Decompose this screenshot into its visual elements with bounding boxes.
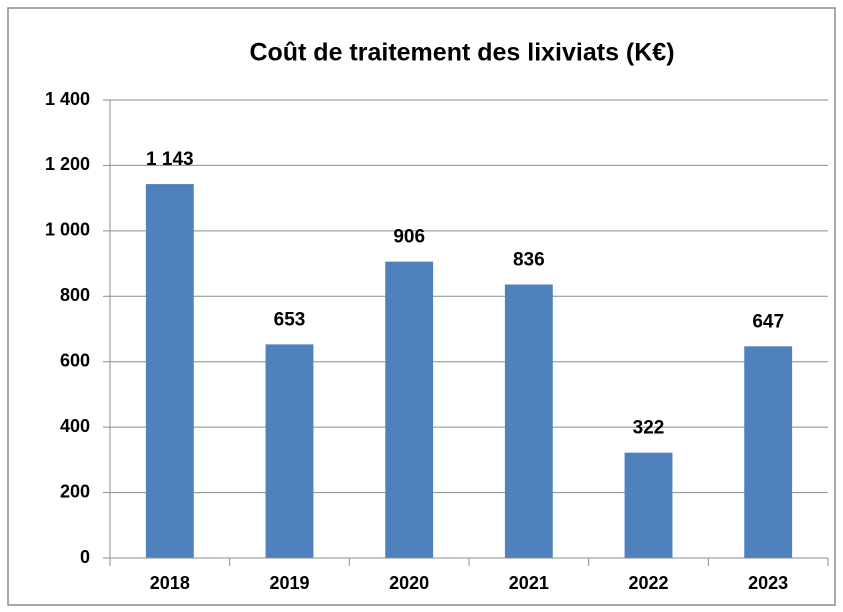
y-tick-label: 0 (80, 547, 90, 567)
x-tick-label: 2019 (269, 573, 309, 593)
chart-title: Coût de traitement des lixiviats (K€) (249, 39, 674, 67)
data-label: 322 (633, 418, 665, 439)
y-tick-label: 800 (60, 285, 90, 305)
data-label: 647 (752, 311, 784, 332)
x-tick-label: 2020 (389, 573, 429, 593)
y-tick-label: 1 200 (45, 154, 90, 174)
y-tick-label: 600 (60, 350, 90, 370)
data-label: 836 (513, 250, 545, 271)
bar (385, 261, 434, 558)
x-tick-label: 2023 (748, 573, 788, 593)
x-tick-label: 2022 (628, 573, 668, 593)
data-label: 906 (393, 227, 425, 248)
y-tick-label: 1 400 (45, 89, 90, 109)
y-tick-label: 1 000 (45, 220, 90, 240)
y-tick-label: 200 (60, 481, 90, 501)
bar (624, 452, 673, 558)
bar (504, 284, 553, 558)
x-tick-label: 2018 (150, 573, 190, 593)
data-label: 653 (274, 309, 306, 330)
x-tick-label: 2021 (509, 573, 549, 593)
bar (145, 184, 194, 558)
bar (265, 344, 314, 558)
bar (744, 346, 793, 558)
data-label: 1 143 (146, 149, 194, 170)
y-tick-label: 400 (60, 416, 90, 436)
